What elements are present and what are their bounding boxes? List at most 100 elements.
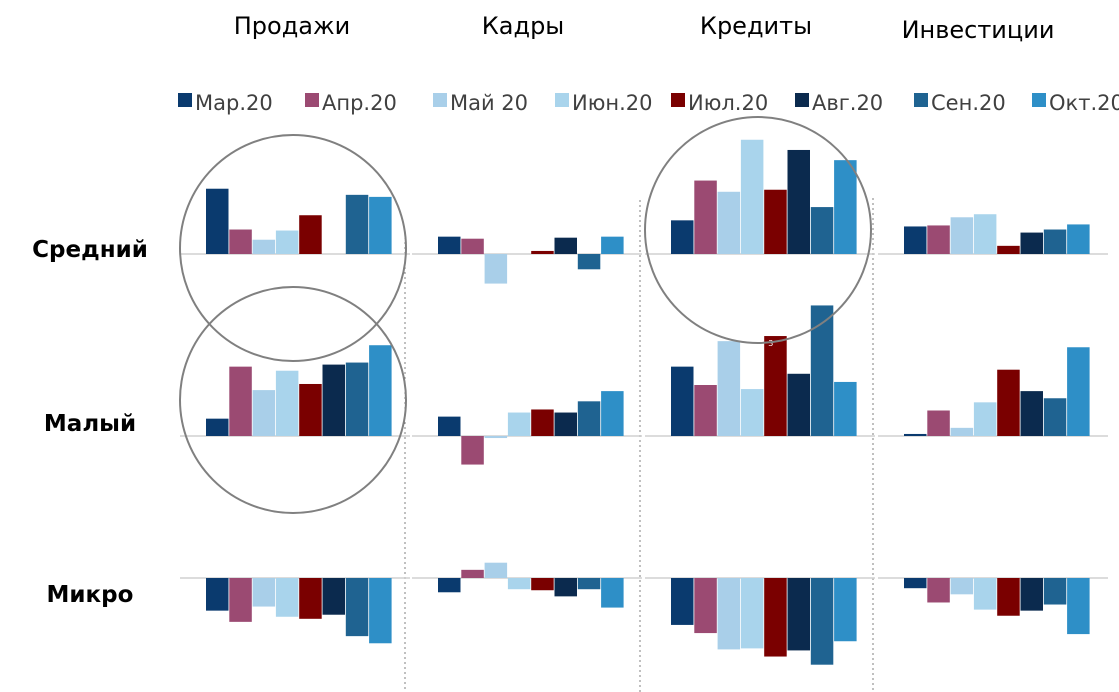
bar-0-3-4 — [997, 245, 1020, 254]
bar-1-0-5 — [322, 364, 345, 436]
bar-2-1-0 — [438, 578, 461, 593]
bar-1-1-7 — [601, 391, 624, 436]
legend-label-7: Окт.20 — [1049, 91, 1119, 115]
panel-2-1 — [412, 562, 642, 608]
column-title-investments: Инвестиции — [902, 16, 1055, 44]
bar-0-2-7 — [834, 160, 857, 254]
bar-1-0-0 — [206, 418, 229, 436]
legend-label-5: Авг.20 — [812, 91, 883, 115]
bar-1-1-4 — [531, 409, 554, 436]
bar-2-2-2 — [717, 578, 741, 650]
bar-0-3-3 — [973, 214, 997, 254]
bar-0-1-0 — [438, 236, 461, 254]
bar-2-3-4 — [997, 578, 1020, 616]
bar-2-3-0 — [904, 578, 927, 589]
bar-1-2-2 — [717, 341, 741, 436]
bar-2-1-1 — [461, 569, 484, 578]
panel-1-0 — [180, 345, 410, 437]
panel-2-0 — [180, 577, 410, 644]
bar-2-2-3 — [740, 578, 764, 649]
legend-label-6: Сен.20 — [931, 91, 1006, 115]
bar-1-0-3 — [275, 370, 299, 436]
highlights — [179, 116, 872, 514]
highlight-circle-0 — [179, 134, 407, 362]
bar-0-3-2 — [950, 217, 974, 254]
panel-0-3 — [878, 214, 1108, 255]
legend-swatch-3 — [555, 93, 569, 107]
bar-0-0-1 — [229, 229, 252, 254]
bar-2-1-6 — [577, 578, 601, 590]
legend-label-4: Июл.20 — [688, 91, 768, 115]
bar-0-1-4 — [531, 250, 554, 254]
legend-label-2: Май 20 — [450, 91, 528, 115]
bar-0-3-5 — [1020, 232, 1043, 254]
bar-0-0-2 — [252, 239, 276, 254]
legend-swatch-1 — [305, 93, 319, 107]
panel-1-1 — [412, 391, 642, 465]
bar-1-3-4 — [997, 369, 1020, 436]
bar-1-2-3 — [740, 389, 764, 436]
bar-0-3-1 — [927, 225, 950, 254]
bar-2-3-1 — [927, 578, 950, 603]
bar-0-0-6 — [345, 194, 369, 254]
bar-2-1-4 — [531, 578, 554, 591]
bar-1-1-0 — [438, 416, 461, 436]
bar-0-3-7 — [1067, 224, 1090, 254]
bar-0-1-5 — [554, 237, 577, 254]
panel-0-0 — [180, 188, 410, 255]
bar-0-2-0 — [671, 220, 694, 254]
bar-2-1-3 — [507, 578, 531, 590]
bar-0-3-6 — [1043, 229, 1067, 254]
bar-2-0-2 — [252, 578, 276, 607]
panel-0-2 — [645, 139, 875, 255]
bar-2-0-4 — [299, 578, 322, 619]
bar-1-0-7 — [369, 345, 392, 436]
bar-0-2-2 — [717, 191, 741, 254]
column-title-staff: Кадры — [482, 12, 565, 40]
bar-2-2-7 — [834, 578, 857, 642]
bar-1-3-5 — [1020, 391, 1043, 436]
bar-1-0-2 — [252, 390, 276, 436]
legend-swatch-5 — [795, 93, 809, 107]
bar-1-2-0 — [671, 366, 694, 436]
bar-0-1-2 — [484, 254, 508, 284]
panel-1-3 — [878, 347, 1108, 437]
bar-1-0-6 — [345, 362, 369, 436]
bar-0-3-0 — [904, 226, 927, 254]
bar-1-2-5 — [787, 373, 810, 436]
bar-2-3-3 — [973, 578, 997, 610]
bar-1-0-4 — [299, 383, 322, 436]
bar-0-1-6 — [577, 254, 601, 270]
bar-0-2-3 — [740, 139, 764, 254]
bar-0-0-3 — [275, 230, 299, 254]
bar-2-2-6 — [810, 578, 834, 665]
bar-0-2-4 — [764, 189, 787, 254]
bar-1-3-0 — [904, 433, 927, 436]
bar-1-2-7 — [834, 381, 857, 436]
bar-1-3-3 — [973, 402, 997, 436]
legend-label-0: Мар.20 — [195, 91, 273, 115]
bar-1-1-2 — [484, 436, 508, 439]
panel-2-3 — [878, 577, 1108, 635]
panel-0-1 — [412, 236, 642, 284]
bar-1-2-1 — [694, 385, 717, 436]
bar-2-2-1 — [694, 578, 717, 634]
bar-0-0-0 — [206, 188, 229, 254]
bar-2-0-6 — [345, 578, 369, 637]
bar-2-3-2 — [950, 578, 974, 595]
bar-0-0-7 — [369, 196, 392, 254]
panel-1-2 — [645, 305, 875, 437]
bar-2-1-7 — [601, 578, 624, 608]
legend-swatch-6 — [914, 93, 928, 107]
panel-2-2 — [645, 577, 875, 665]
bar-1-3-2 — [950, 427, 974, 436]
bar-1-2-6 — [810, 305, 834, 436]
legend-label-1: Апр.20 — [322, 91, 397, 115]
bar-2-2-5 — [787, 578, 810, 651]
column-titles: Продажи Кадры Кредиты Инвестиции — [234, 12, 1055, 44]
column-title-credits: Кредиты — [700, 12, 812, 40]
legend-swatch-0 — [178, 93, 192, 107]
panels: 3 — [180, 139, 1108, 665]
bar-1-1-6 — [577, 401, 601, 436]
